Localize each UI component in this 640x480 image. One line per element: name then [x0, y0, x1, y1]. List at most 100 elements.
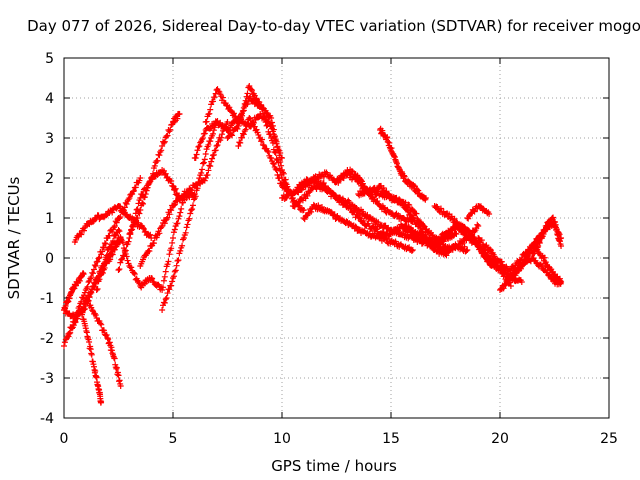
interp-point	[455, 242, 462, 249]
interp-point	[360, 217, 367, 224]
x-tick-label: 20	[491, 431, 509, 447]
interp-point	[261, 114, 268, 121]
data-point	[486, 211, 493, 217]
interp-point	[229, 132, 236, 139]
interp-point	[132, 184, 139, 191]
interp-point	[163, 294, 170, 301]
interp-point	[199, 160, 206, 167]
interp-point	[128, 227, 135, 234]
interp-point	[116, 228, 123, 235]
interp-point	[91, 310, 98, 317]
series-track-19	[300, 201, 416, 254]
interp-point	[189, 206, 196, 213]
interp-point	[131, 271, 138, 278]
data-point	[61, 343, 67, 349]
interp-point	[237, 118, 244, 125]
interp-point	[242, 126, 249, 133]
interp-point	[236, 119, 243, 126]
interp-point	[204, 171, 211, 178]
interp-point	[358, 177, 365, 184]
interp-point	[341, 200, 348, 207]
data-point	[137, 175, 144, 181]
interp-point	[98, 321, 105, 328]
interp-point	[169, 278, 176, 285]
series-track-12	[159, 119, 220, 313]
data-point	[176, 111, 183, 117]
interp-point	[175, 215, 182, 222]
interp-point	[441, 243, 448, 250]
interp-point	[171, 268, 178, 275]
interp-point	[370, 187, 377, 194]
interp-point	[186, 215, 193, 222]
interp-point	[461, 231, 468, 238]
interp-point	[406, 202, 413, 209]
interp-point	[116, 266, 123, 273]
interp-point	[168, 245, 175, 252]
interp-point	[483, 242, 490, 249]
data-point	[475, 223, 482, 229]
interp-point	[184, 189, 191, 196]
interp-point	[94, 258, 101, 265]
interp-point	[391, 229, 398, 236]
series-track-03	[61, 175, 144, 349]
y-axis-label: SDTVAR / TECUs	[5, 176, 23, 299]
interp-point	[263, 122, 270, 129]
interp-point	[264, 122, 271, 129]
interp-point	[80, 227, 87, 234]
interp-point	[200, 159, 207, 166]
interp-point	[308, 208, 315, 215]
interp-point	[96, 254, 103, 261]
series-track-10	[126, 110, 183, 238]
interp-point	[160, 139, 167, 146]
interp-point	[487, 246, 494, 253]
interp-point	[127, 231, 134, 238]
x-tick-label: 5	[169, 431, 178, 447]
interp-point	[356, 214, 363, 221]
interp-point	[203, 118, 210, 125]
interp-point	[274, 172, 281, 179]
interp-point	[164, 214, 171, 221]
data-point	[98, 399, 105, 405]
interp-point	[103, 252, 110, 259]
interp-point	[256, 99, 263, 106]
data-point	[213, 143, 220, 149]
interp-point	[234, 125, 241, 132]
interp-point	[111, 246, 118, 253]
interp-point	[146, 248, 153, 255]
interp-point	[115, 372, 122, 379]
y-tick-label: -1	[40, 291, 54, 307]
interp-point	[118, 256, 125, 263]
data-point	[257, 103, 264, 109]
data-point	[558, 279, 565, 285]
interp-point	[199, 134, 206, 141]
interp-point	[208, 158, 215, 165]
interp-point	[119, 255, 126, 262]
interp-point	[219, 122, 226, 129]
series-track-30	[529, 214, 565, 257]
interp-point	[206, 110, 213, 117]
interp-point	[195, 143, 202, 150]
interp-point	[205, 141, 212, 148]
interp-point	[100, 327, 107, 334]
interp-point	[236, 139, 243, 146]
interp-point	[328, 208, 335, 215]
data-point	[115, 227, 122, 233]
interp-point	[140, 224, 147, 231]
interp-point	[122, 247, 129, 254]
interp-point	[506, 267, 513, 274]
interp-point	[471, 208, 478, 215]
interp-point	[99, 248, 106, 255]
interp-point	[166, 251, 173, 258]
interp-point	[516, 267, 523, 274]
interp-point	[255, 131, 262, 138]
data-point	[518, 279, 525, 285]
data-point	[115, 267, 122, 273]
interp-point	[515, 260, 522, 267]
interp-point	[144, 184, 151, 191]
interp-point	[76, 303, 83, 310]
y-tick-label: 5	[45, 51, 54, 67]
interp-point	[437, 237, 444, 244]
interp-point	[282, 179, 289, 186]
interp-point	[335, 177, 342, 184]
interp-point	[478, 237, 485, 244]
